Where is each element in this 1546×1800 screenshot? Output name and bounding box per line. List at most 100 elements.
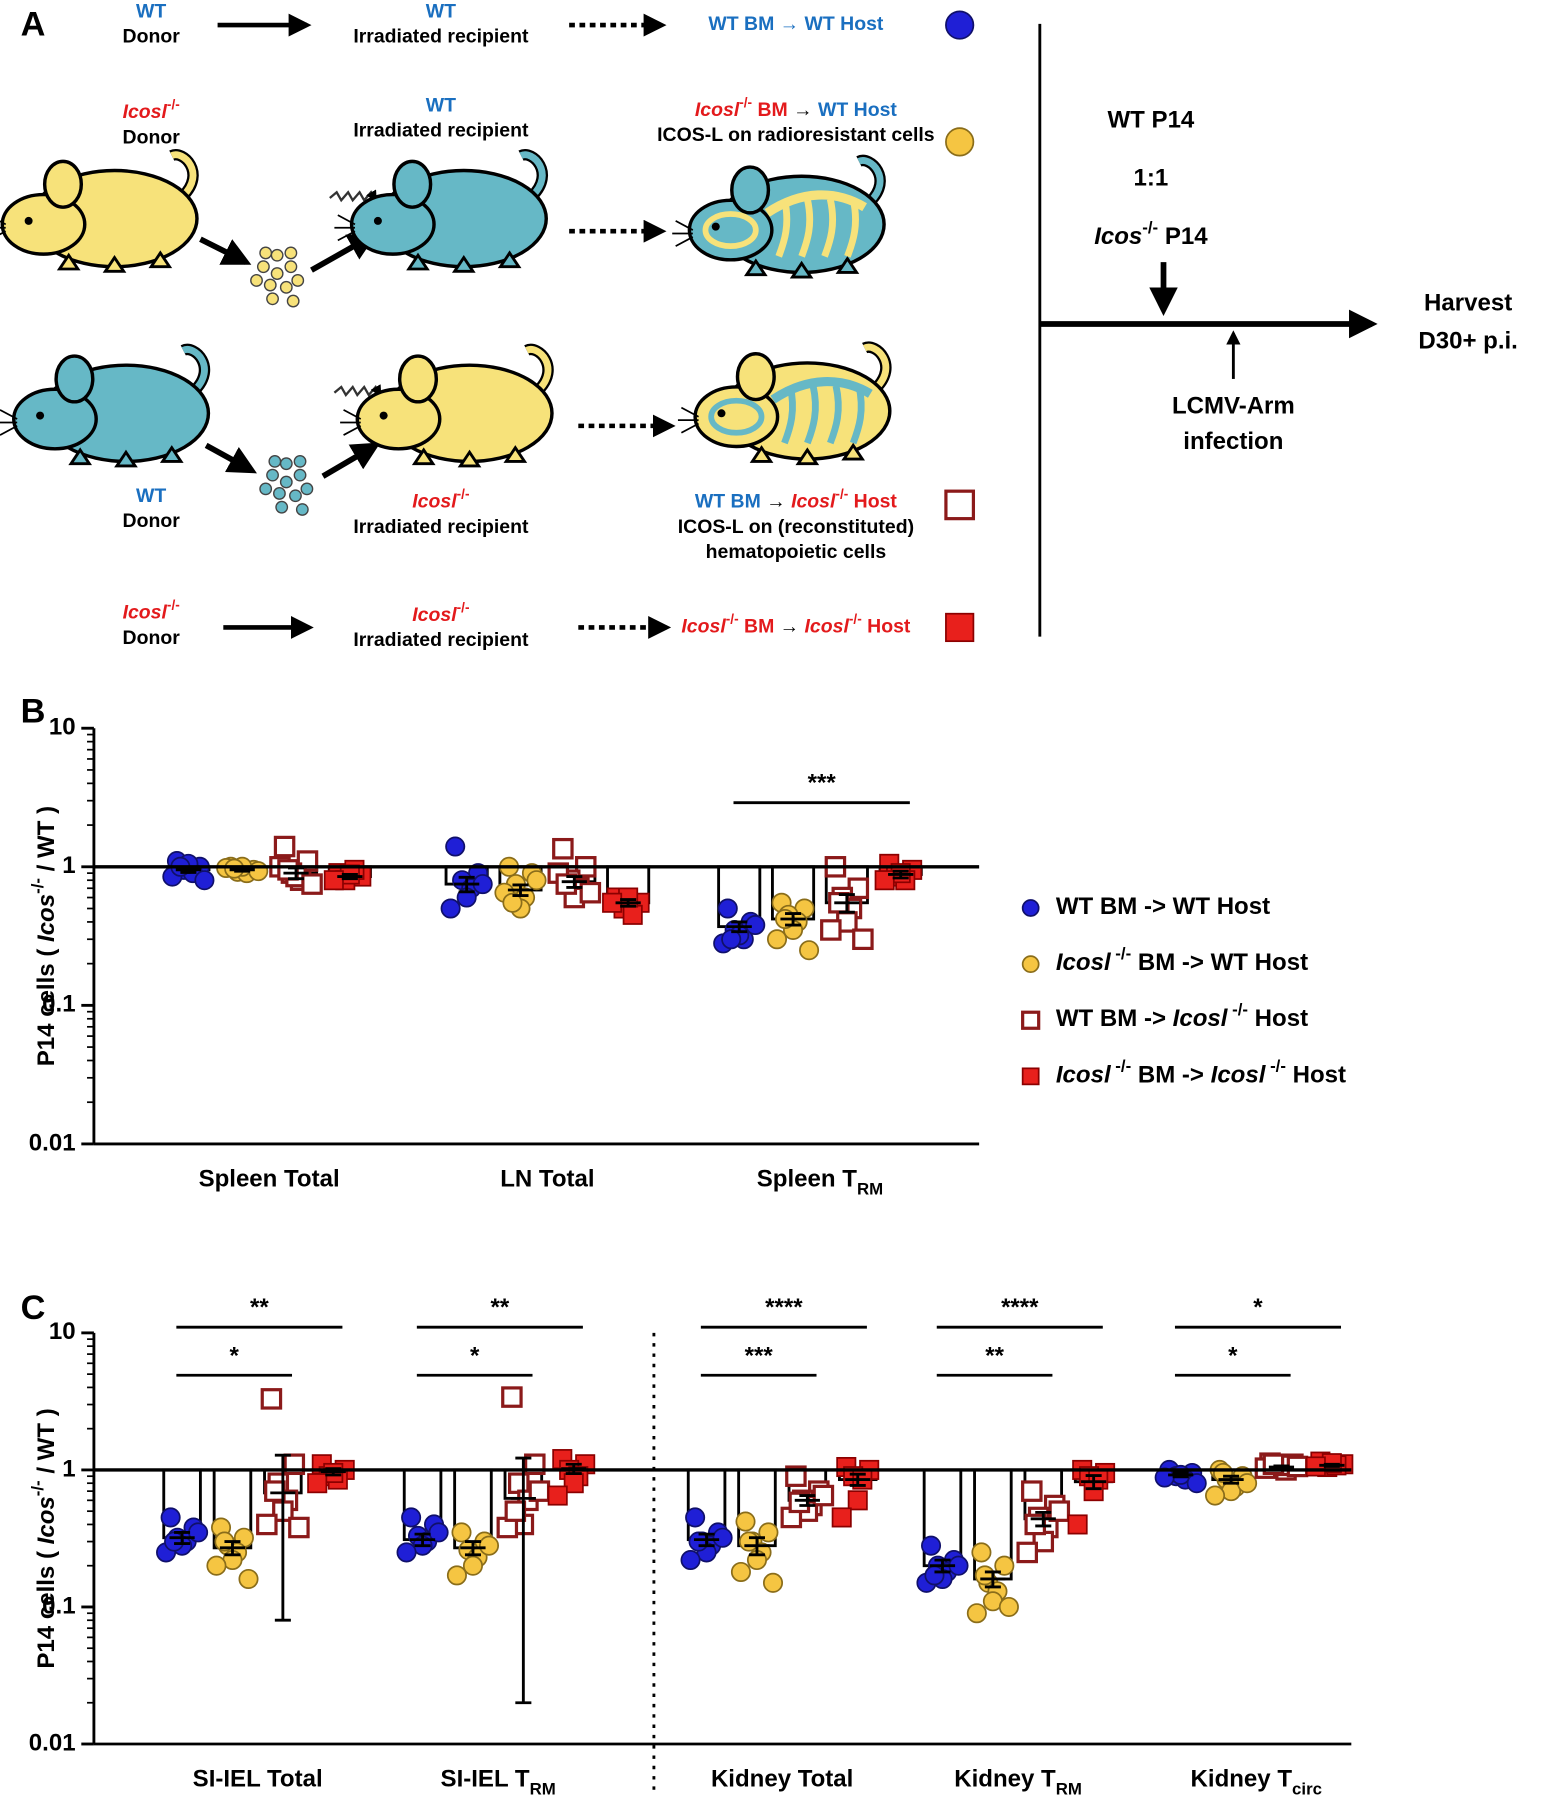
rib (775, 198, 791, 258)
error-bar (1168, 1471, 1194, 1479)
mouse-foot (68, 447, 92, 466)
result-label: WT BM → Icosl-/- Host (695, 487, 898, 513)
error-bar (888, 869, 914, 880)
data-point (852, 928, 874, 951)
text-run: Irradiated recipient (353, 516, 529, 538)
result-label: Icosl-/- BM → WT Host (695, 95, 898, 121)
irradiation (333, 384, 382, 397)
data-point (256, 1513, 278, 1536)
significance-label: ** (250, 1294, 269, 1321)
text-run: Icosl (1056, 1062, 1112, 1089)
x-tick-label: Kidney Total (711, 1766, 853, 1793)
text-run: RM (530, 1780, 556, 1799)
significance-label: ** (985, 1342, 1004, 1369)
text-run: -/- (1142, 218, 1158, 237)
y-tick-label: 0.1 (42, 1592, 75, 1619)
mouse-eye (24, 216, 33, 225)
text-run: BM -> WT Host (1131, 949, 1308, 976)
text-run: Spleen T (757, 1166, 857, 1193)
recipient-label: Icosl-/- (412, 600, 469, 626)
cells (289, 489, 302, 503)
text-run: Icosl (1211, 1062, 1267, 1089)
y-axis-label: P14 cells ( Icos-/- / WT ) (28, 806, 60, 1066)
data-point (440, 898, 461, 919)
donor-label: Donor (123, 26, 181, 48)
mouse-tail (519, 151, 546, 199)
error-bar (1218, 1474, 1244, 1485)
mouse-foot (114, 449, 138, 468)
rib (798, 198, 814, 258)
mouse-ear (42, 159, 84, 209)
data-point (924, 1565, 945, 1586)
error-bar (229, 867, 255, 873)
mouse-head (349, 192, 436, 256)
mouse-whiskers (0, 220, 7, 236)
cells (284, 260, 298, 274)
mouse-ear (397, 354, 439, 404)
cells (275, 500, 289, 514)
text-run: SI-IEL T (441, 1766, 530, 1793)
data-point (547, 1485, 568, 1506)
x-tick-label: SI-IEL Total (193, 1766, 323, 1793)
data-point (738, 1531, 759, 1552)
error-bar (270, 1453, 296, 1622)
text-run: Icosl (1173, 1006, 1229, 1033)
mouse-foot (503, 445, 528, 463)
data-point (974, 1565, 995, 1586)
recipient-label: Irradiated recipient (353, 120, 529, 142)
data-point (552, 837, 574, 860)
text-run: WT BM (695, 491, 766, 513)
error-bar (507, 883, 534, 897)
result-label: Icosl-/- BM → Icosl-/- Host (681, 612, 910, 638)
text-run: Kidney T (954, 1766, 1056, 1793)
data-point (685, 1507, 706, 1528)
cells (293, 468, 307, 482)
mouse-foot (835, 256, 860, 274)
recipient-label: Irradiated recipient (353, 26, 529, 48)
rib (821, 198, 837, 258)
data-point (501, 1386, 523, 1408)
data-point (451, 1522, 472, 1543)
mouse-foot (451, 254, 476, 273)
significance-label: * (230, 1342, 240, 1369)
cells (293, 454, 307, 468)
data-point (1067, 1514, 1088, 1535)
legend-marker (1021, 899, 1040, 917)
text-run: WT (136, 485, 166, 507)
panel-label: C (21, 1289, 46, 1327)
mouse-eye (379, 411, 388, 420)
error-bar (845, 1472, 871, 1487)
data-point (445, 836, 466, 857)
text-run: P14 cells ( (33, 1544, 60, 1668)
donor-label: WT (136, 1, 166, 23)
legend-marker (1021, 955, 1040, 974)
donor-label: Donor (123, 510, 181, 532)
error-bar (454, 875, 480, 894)
text-run: → (766, 491, 791, 513)
mouse-ear (54, 354, 95, 404)
recipient-label: Irradiated recipient (353, 629, 529, 651)
data-point (717, 898, 738, 919)
data-point (264, 1480, 286, 1502)
text-run: BM (752, 99, 793, 121)
error-bar (780, 912, 806, 927)
mouse (340, 343, 554, 468)
mouse-foot (159, 445, 184, 463)
mouse-foot (406, 252, 430, 271)
text-run: Icos (1094, 223, 1142, 250)
mouse-foot (497, 250, 522, 269)
data-point (921, 1535, 942, 1556)
cells (266, 468, 279, 482)
text-run: Icosl (805, 616, 850, 638)
mouse-tail (857, 157, 884, 204)
mouse-ear (392, 159, 433, 209)
arrow (199, 236, 252, 265)
text-run: -/- (28, 1480, 47, 1496)
text-run: Icosl (681, 616, 726, 638)
data-point (273, 835, 296, 858)
text-run: -/- (849, 612, 862, 627)
text-run: Host (862, 616, 911, 638)
significance-label: **** (765, 1294, 803, 1321)
group-symbol (945, 127, 975, 157)
